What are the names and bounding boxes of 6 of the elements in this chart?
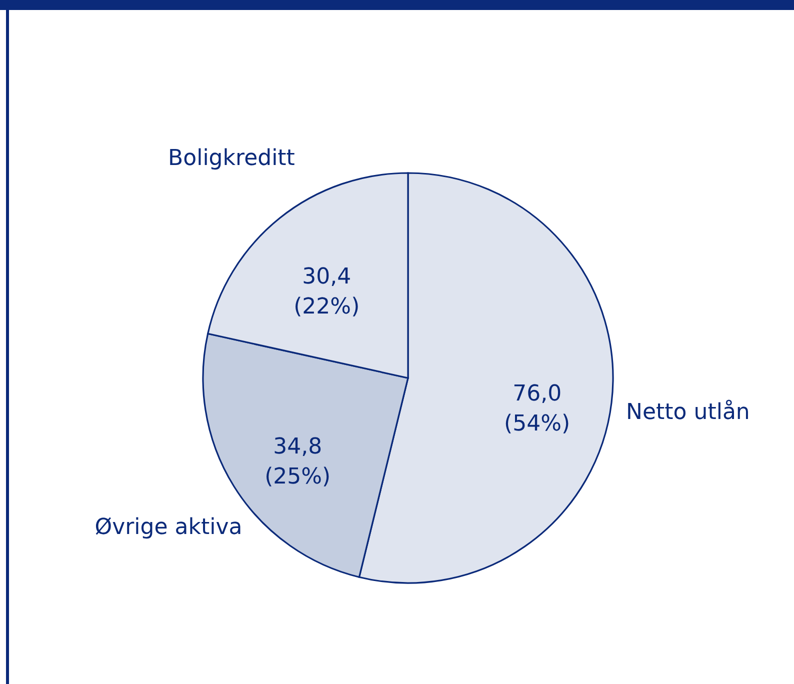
- slice-label: Netto utlån: [626, 398, 750, 425]
- data-label: 30,4 (22%): [294, 264, 360, 320]
- slice-label: Boligkreditt: [168, 146, 296, 172]
- data-label: 34,8 (25%): [264, 434, 331, 490]
- slice-label: Øvrige aktiva: [94, 514, 242, 540]
- data-label: 76,0 (54%): [504, 382, 570, 437]
